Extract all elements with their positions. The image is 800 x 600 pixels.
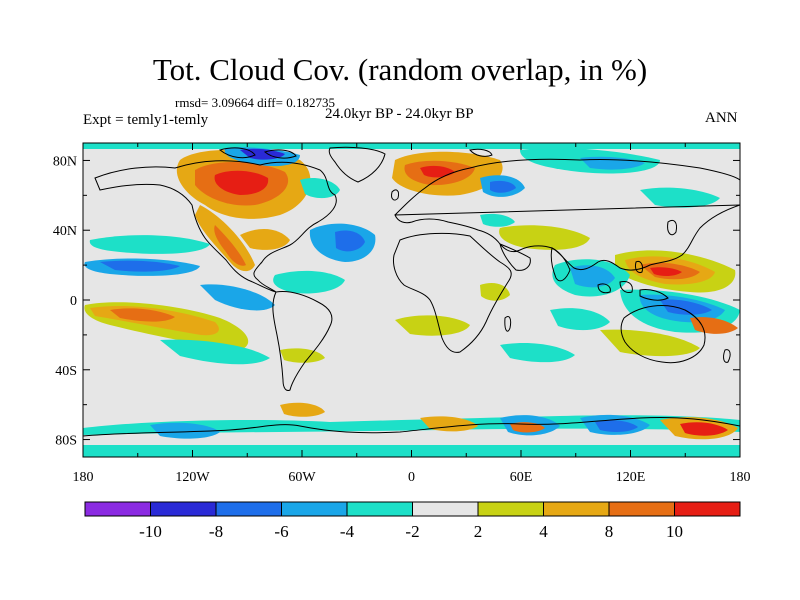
anomaly-patch [500,343,575,363]
anomaly-patch [480,213,515,227]
period-label: 24.0kyr BP - 24.0kyr BP [325,106,474,122]
colorbar-swatch [477,501,544,517]
anomaly-patch [680,422,728,436]
lon-tick-label: 180 [730,470,751,485]
lon-tick-label: 0 [408,470,415,485]
coastline-arabia [499,243,531,271]
anomaly-patch [110,308,175,322]
coastline-british-isles [391,189,399,201]
coastline-north-america [94,160,337,293]
coastline-philippines [635,261,643,273]
colorbar-swatch [543,501,610,517]
colorbar-labels: -10 -8 -6 -4 -2 2 4 8 10 [139,522,683,541]
colorbar-label: 10 [666,522,683,541]
coastline-madagascar [504,315,512,332]
plot-title: Tot. Cloud Cov. (random overlap, in %) [152,52,648,87]
anomaly-patch [240,228,290,250]
anomaly-patch [490,180,516,193]
coastline-arctic-islands [218,147,493,159]
lon-tick-label: 60E [510,470,533,485]
colorbar-label: -4 [340,522,355,541]
anomaly-patch [420,165,455,178]
anomaly-patch [300,178,340,199]
anomaly-patch [335,230,365,252]
coastline-borneo [619,281,633,293]
season-label: ANN [705,110,738,126]
colorbar-label: 8 [605,522,614,541]
anomaly-patch [550,308,610,331]
anomaly-patch [280,402,325,417]
colorbar-swatch [674,501,741,517]
anomaly-patch [280,348,325,363]
colorbar-swatch [150,501,217,517]
lon-tick-label: 180 [73,470,94,485]
colorbar-label: -6 [274,522,288,541]
anomaly-patch [89,235,210,254]
colorbar [84,501,741,517]
lat-tick-label: 80N [53,154,77,169]
anomaly-patch [595,420,638,432]
axis-tick-labels: 80N 40N 0 40S 80S 180 120W 60W 0 60E 120E 180 [53,154,751,485]
coastline-sumatra [597,283,611,294]
anomaly-patch [160,339,270,365]
lat-tick-label: 40S [55,364,77,379]
anomaly-patch [395,315,470,336]
colorbar-label: 2 [474,522,483,541]
lat-tick-label: 40N [53,224,77,239]
anomaly-patch [640,187,720,208]
coastline-new-guinea [639,289,669,301]
colorbar-swatch [608,501,675,517]
lon-tick-label: 120W [175,470,210,485]
colorbar-label: -8 [209,522,223,541]
coastline-australia [620,305,706,364]
coastline-new-zealand [723,349,731,363]
anomaly-patch [499,225,590,250]
experiment-label: Expt = temly1-temly [83,112,209,128]
coastline-greenland [328,146,386,183]
anomaly-patch [650,267,682,277]
anomaly-patch [570,265,615,288]
colorbar-label: -10 [139,522,162,541]
anomaly-patch [214,225,246,266]
anomaly-patch [200,284,275,311]
colorbar-swatch [215,501,282,517]
anomaly-patch [273,270,345,294]
colorbar-swatch [84,501,151,517]
stats-label: rmsd= 3.09664 diff= 0.182735 [175,95,335,110]
colorbar-label: 4 [539,522,548,541]
anomaly-patch [600,329,700,357]
coastline-south-america [272,291,333,391]
lat-tick-label: 80S [55,434,77,449]
colorbar-swatch [412,501,479,517]
colorbar-swatch [281,501,348,517]
lon-tick-label: 120E [616,470,646,485]
coastline-africa [393,232,512,353]
map-panel: 80N 40N 0 40S 80S 180 120W 60W 0 60E 120E 180 [53,142,751,485]
anomaly-patch [83,428,740,445]
colorbar-label: -2 [405,522,419,541]
anomaly-patch [690,317,738,334]
anomaly-patch [660,299,712,315]
lon-tick-label: 60W [288,470,316,485]
coastlines [83,146,740,437]
anomaly-patch [150,422,220,439]
anomaly-patch [214,170,269,195]
colorbar-swatch [346,501,413,517]
coastline-india [550,247,571,282]
lat-tick-label: 0 [70,294,77,309]
anomaly-patch [480,283,510,301]
anomaly-patch [100,260,180,272]
coastline-japan [667,219,677,236]
axis-ticks [82,143,741,457]
anomaly-patch [420,416,478,432]
coastline-antarctica [83,416,740,437]
